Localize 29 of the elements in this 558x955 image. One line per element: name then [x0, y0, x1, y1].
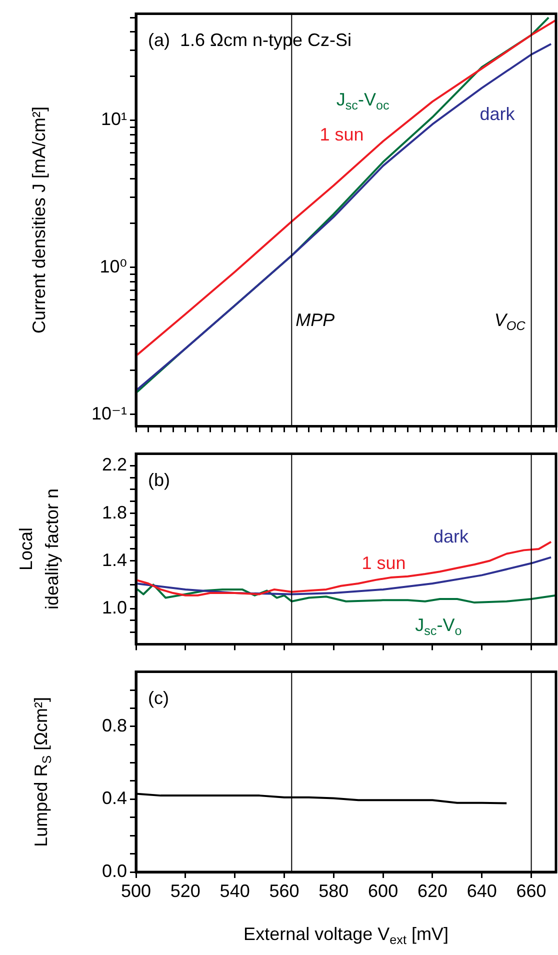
y-tick-label: 0.4	[102, 788, 127, 808]
ref-line-label: MPP	[296, 310, 335, 330]
y-axis-title: Current densities J [mA/cm²]	[28, 106, 49, 334]
x-tick-label: 620	[417, 880, 448, 901]
y-tick-label: 10⁰	[100, 256, 127, 276]
x-tick-label: 540	[220, 880, 250, 901]
x-tick-label: 580	[318, 880, 349, 901]
x-tick-label: 660	[516, 880, 546, 901]
x-tick-label: 560	[269, 880, 300, 901]
y-axis-title: Local ideality factor n	[16, 488, 62, 610]
y-axis-title: Lumped RS [Ωcm²]	[30, 696, 54, 847]
x-tick-label: 640	[466, 880, 497, 901]
series-label: 1 sun	[362, 553, 406, 574]
annotation: (c)	[148, 688, 169, 708]
series-label: 1 sun	[320, 124, 364, 144]
y-tick-label: 10¹	[100, 109, 128, 130]
annotation: (b)	[148, 470, 170, 490]
y-tick-label: 1.4	[102, 550, 127, 570]
y-tick-label: 1.0	[102, 597, 127, 618]
x-tick-label: 520	[170, 880, 200, 901]
y-tick-label: 1.8	[102, 502, 127, 522]
y-tick-label: 0.8	[102, 715, 127, 736]
y-tick-label: 10⁻¹	[91, 403, 127, 424]
series-label: dark	[433, 526, 470, 547]
y-tick-label: 0.0	[102, 860, 127, 881]
x-tick-label: 500	[120, 880, 152, 901]
y-tick-label: 2.2	[102, 454, 127, 475]
series-label: dark	[480, 104, 516, 124]
x-tick-label: 600	[368, 880, 398, 901]
